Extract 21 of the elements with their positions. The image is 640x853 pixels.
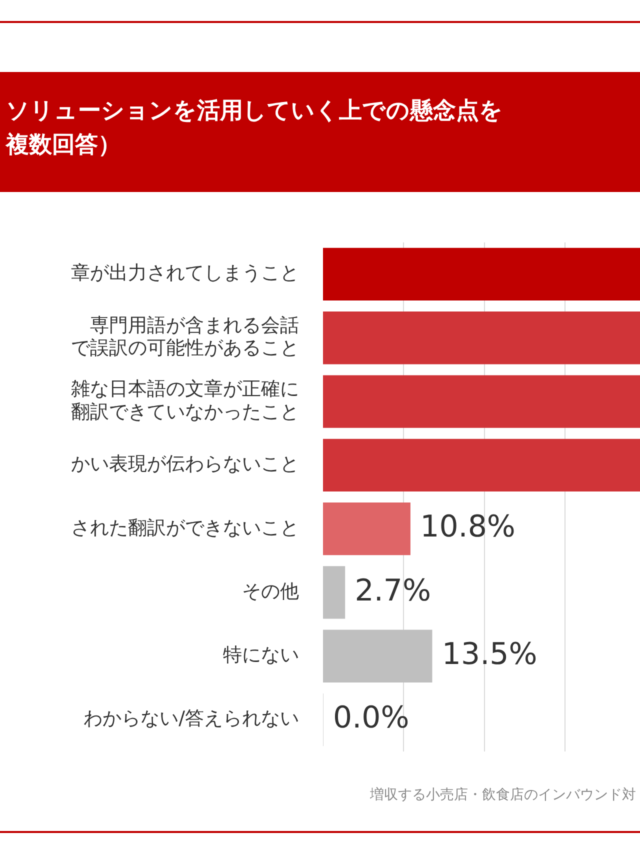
data-label: 10.8%: [420, 510, 516, 545]
data-label: 2.7%: [354, 573, 431, 608]
bar: [323, 312, 640, 364]
y-tick-label: 専門用語が含まれる会話で誤訳の可能性があること: [71, 314, 299, 360]
y-tick-label: 特にない: [223, 644, 299, 666]
y-tick-label: 雑な日本語の文章が正確に翻訳できていなかったこと: [71, 378, 299, 423]
data-label: 13.5%: [442, 636, 538, 672]
text: 増収する小売店・飲食店のインバウンド対: [370, 786, 636, 804]
y-tick-label: された翻訳ができないこと: [71, 516, 299, 539]
y-tick-label: その他: [242, 580, 299, 602]
bar: [323, 630, 432, 682]
bar: [323, 438, 640, 492]
bar: [323, 566, 346, 619]
bar: [323, 502, 410, 556]
y-tick-label: 章が出力されてしまうこと: [71, 262, 299, 284]
y-tick-label: かい表現が伝わらないこと: [71, 453, 299, 476]
bar: [323, 375, 640, 428]
y-tick-label: わからない/答えられない: [84, 708, 299, 730]
bar: [323, 248, 640, 301]
data-label: 0.0%: [333, 700, 410, 736]
chart-title: ソリューションを活用していく上での懸念点を複数回答）: [6, 97, 504, 160]
